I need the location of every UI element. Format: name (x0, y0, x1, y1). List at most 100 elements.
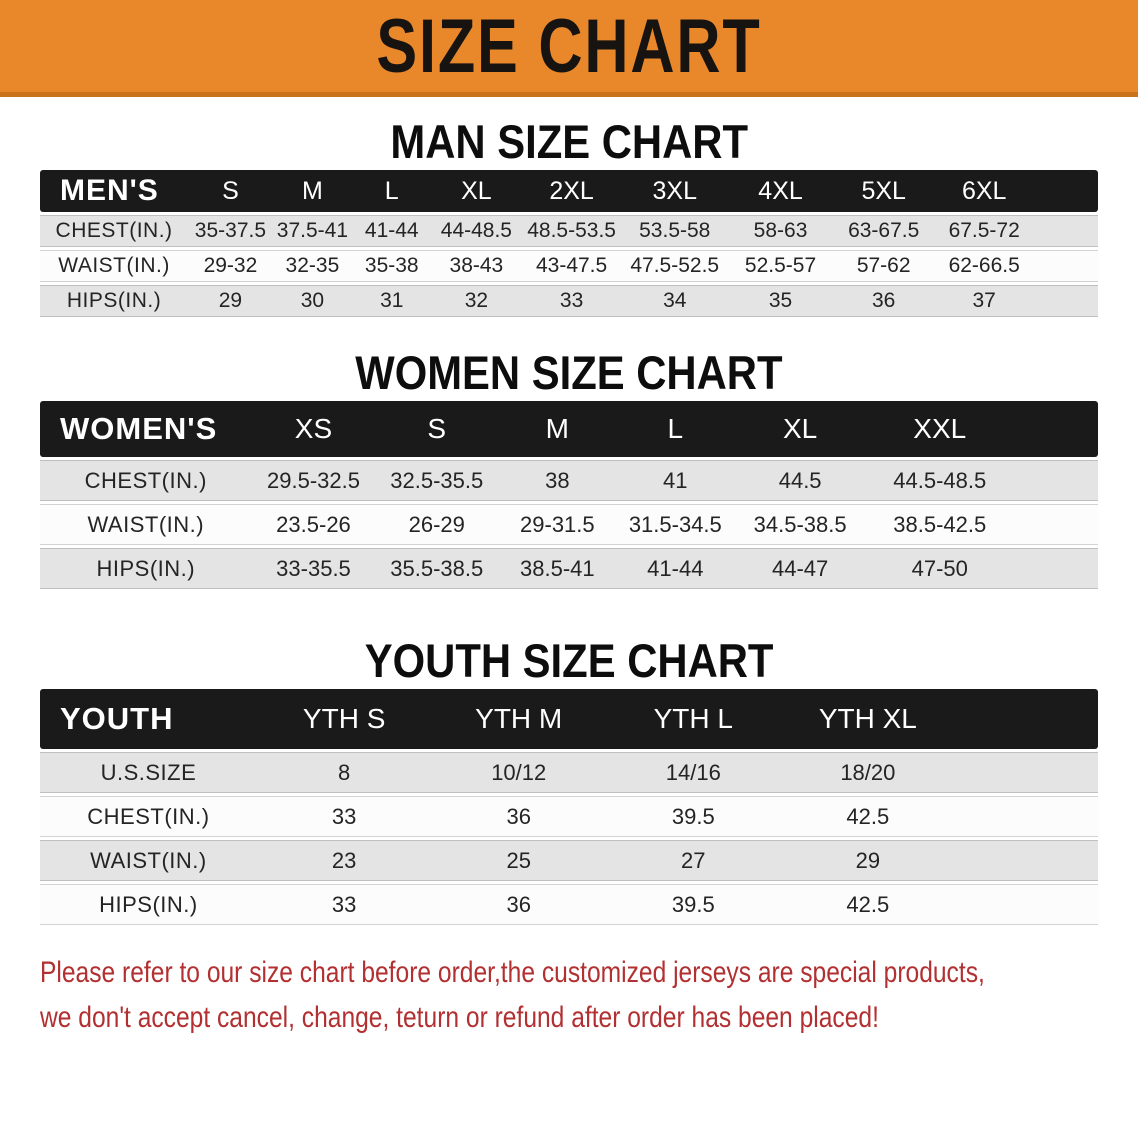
value-cell: 38.5-41 (498, 548, 617, 589)
value-cell: 36 (431, 884, 606, 925)
value-cell: 41-44 (616, 548, 735, 589)
value-cell: 37 (933, 285, 1035, 317)
value-cell: 14/16 (606, 752, 781, 793)
value-cell: 25 (431, 840, 606, 881)
size-header-cell: M (272, 170, 353, 212)
value-cell: 27 (606, 840, 781, 881)
value-cell: 34 (621, 285, 728, 317)
value-cell: 41 (616, 460, 735, 501)
value-cell: 44-47 (734, 548, 867, 589)
value-cell: 63-67.5 (833, 215, 934, 247)
table-row: HIPS(IN.) 33 36 39.5 42.5 (40, 884, 1098, 925)
table-row: CHEST(IN.) 33 36 39.5 42.5 (40, 796, 1098, 837)
spacer-header-cell (1013, 401, 1098, 457)
size-header-cell: 3XL (621, 170, 728, 212)
disclaimer-note: Please refer to our size chart before or… (40, 950, 1138, 1040)
value-cell: 48.5-53.5 (521, 215, 622, 247)
size-header-cell: XL (431, 170, 522, 212)
value-cell: 8 (256, 752, 432, 793)
value-cell: 37.5-41 (272, 215, 353, 247)
value-cell: 23 (256, 840, 432, 881)
size-header-cell: XS (251, 401, 376, 457)
value-cell: 30 (272, 285, 353, 317)
value-cell: 36 (431, 796, 606, 837)
row-label-cell: WAIST(IN.) (40, 250, 189, 282)
value-cell: 35.5-38.5 (375, 548, 499, 589)
man-size-chart-section: MAN SIZE CHART MEN'S S M L XL 2XL 3XL 4XL 5XL 6XL… (0, 116, 1138, 320)
value-cell: 32-35 (272, 250, 353, 282)
row-label-cell: U.S.SIZE (40, 752, 257, 793)
value-cell: 67.5-72 (933, 215, 1035, 247)
value-cell: 10/12 (431, 752, 606, 793)
value-cell: 44-48.5 (431, 215, 522, 247)
women-section-heading: WOMEN SIZE CHART (355, 347, 783, 400)
spacer-cell (955, 752, 1098, 793)
spacer-header-cell (955, 689, 1098, 749)
row-label-cell: CHEST(IN.) (40, 460, 252, 501)
row-label-cell: HIPS(IN.) (40, 884, 257, 925)
size-header-cell: 5XL (833, 170, 934, 212)
row-label-cell: WAIST(IN.) (40, 504, 252, 545)
value-cell: 29 (780, 840, 956, 881)
value-cell: 39.5 (606, 884, 781, 925)
value-cell: 57-62 (833, 250, 934, 282)
value-cell: 36 (833, 285, 934, 317)
value-cell: 42.5 (780, 796, 956, 837)
size-header-cell: L (352, 170, 432, 212)
size-header-cell: YTH M (431, 689, 606, 749)
size-header-cell: XL (734, 401, 867, 457)
spacer-cell (955, 884, 1098, 925)
value-cell: 35-38 (352, 250, 432, 282)
value-cell: 31.5-34.5 (616, 504, 735, 545)
value-cell: 33 (256, 796, 432, 837)
women-size-table: WOMEN'S XS S M L XL XXL CHEST(IN.) 29.5-32.5 32.… (40, 398, 1098, 592)
disclaimer-line-2: we don't accept cancel, change, teturn o… (40, 1001, 879, 1034)
size-header-cell: YTH L (606, 689, 781, 749)
youth-size-chart-section: YOUTH SIZE CHART YOUTH YTH S YTH M YTH L YTH… (0, 636, 1138, 928)
banner-title: SIZE CHART (376, 3, 762, 89)
value-cell: 34.5-38.5 (734, 504, 867, 545)
table-row: CHEST(IN.) 35-37.5 37.5-41 41-44 44-48.5 48.5… (40, 215, 1098, 247)
spacer-cell (1013, 460, 1098, 501)
value-cell: 44.5-48.5 (866, 460, 1014, 501)
size-header-cell: YTH XL (780, 689, 956, 749)
size-header-cell: YTH S (256, 689, 432, 749)
men-size-table: MEN'S S M L XL 2XL 3XL 4XL 5XL 6XL CHEST(IN.) 35-3… (40, 167, 1098, 320)
value-cell: 33 (521, 285, 622, 317)
table-header-row: YOUTH YTH S YTH M YTH L YTH XL (40, 689, 1098, 749)
spacer-cell (1034, 250, 1098, 282)
value-cell: 41-44 (352, 215, 432, 247)
row-label-cell: CHEST(IN.) (40, 215, 189, 247)
table-header-row: WOMEN'S XS S M L XL XXL (40, 401, 1098, 457)
size-header-cell: 4XL (727, 170, 834, 212)
disclaimer-line-1: Please refer to our size chart before or… (40, 956, 985, 989)
women-size-chart-section: WOMEN SIZE CHART WOMEN'S XS S M L XL XXL CHEST… (0, 347, 1138, 592)
row-label-cell: HIPS(IN.) (40, 548, 252, 589)
value-cell: 39.5 (606, 796, 781, 837)
value-cell: 18/20 (780, 752, 956, 793)
youth-size-table: YOUTH YTH S YTH M YTH L YTH XL U.S.SIZE 8 10/1… (40, 686, 1098, 928)
row-label-cell: CHEST(IN.) (40, 796, 257, 837)
table-row: U.S.SIZE 8 10/12 14/16 18/20 (40, 752, 1098, 793)
value-cell: 32.5-35.5 (375, 460, 499, 501)
value-cell: 38 (498, 460, 617, 501)
value-cell: 33 (256, 884, 432, 925)
spacer-cell (1034, 215, 1098, 247)
value-cell: 26-29 (375, 504, 499, 545)
size-header-cell: S (188, 170, 273, 212)
table-title-cell: WOMEN'S (40, 401, 252, 457)
man-section-heading: MAN SIZE CHART (390, 116, 748, 169)
value-cell: 38-43 (431, 250, 522, 282)
table-title-cell: MEN'S (40, 170, 189, 212)
size-chart-banner: SIZE CHART (0, 0, 1138, 97)
table-row: HIPS(IN.) 29 30 31 32 33 34 35 36 37 (40, 285, 1098, 317)
value-cell: 43-47.5 (521, 250, 622, 282)
table-header-row: MEN'S S M L XL 2XL 3XL 4XL 5XL 6XL (40, 170, 1098, 212)
value-cell: 58-63 (727, 215, 834, 247)
size-header-cell: L (616, 401, 735, 457)
spacer-cell (1013, 548, 1098, 589)
value-cell: 47.5-52.5 (621, 250, 728, 282)
table-title-cell: YOUTH (40, 689, 257, 749)
row-label-cell: HIPS(IN.) (40, 285, 189, 317)
spacer-cell (955, 796, 1098, 837)
